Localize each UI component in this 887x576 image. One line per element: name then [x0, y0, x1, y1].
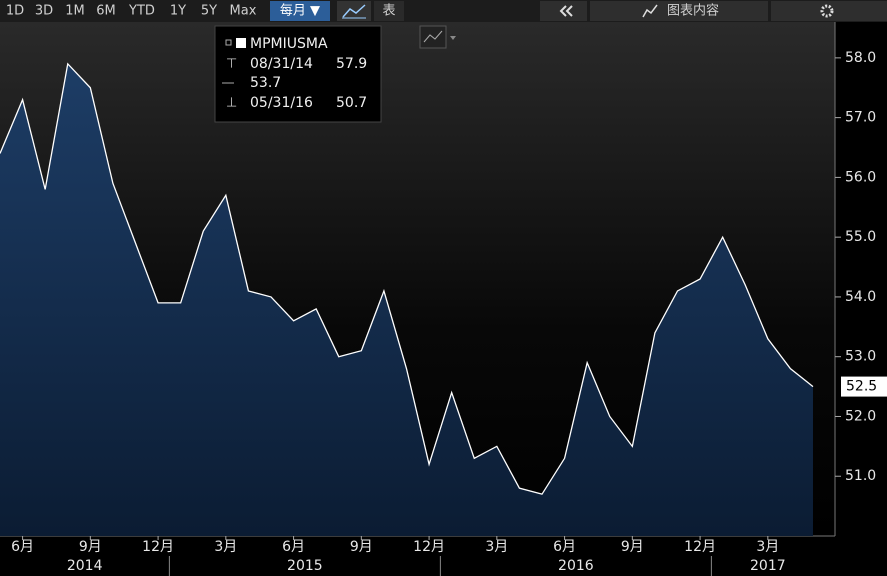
range-button[interactable]: 1D: [6, 4, 24, 19]
y-tick-label: 51.0: [845, 468, 876, 484]
legend-swatch: [236, 38, 246, 48]
dropdown-arrow: [450, 36, 456, 40]
last-value-box: [841, 376, 887, 397]
y-tick-label: 55.0: [845, 229, 876, 245]
toolbar-buttons: 1D 3D 1M 6M YTD 1Y 5Y Max: [6, 4, 257, 19]
legend-high-date: 08/31/14: [250, 56, 313, 72]
x-axis-bg: [0, 536, 887, 576]
year-label: 2016: [558, 558, 594, 574]
high-icon: ⊤: [226, 57, 237, 72]
range-button[interactable]: 1M: [65, 4, 85, 19]
y-tick-label: 54.0: [845, 289, 876, 305]
legend-low-date: 05/31/16: [250, 95, 313, 111]
x-tick-label: 12月: [684, 539, 716, 555]
y-tick-label: 53.0: [845, 349, 876, 365]
x-tick-label: 9月: [621, 539, 644, 555]
low-icon: ⊥: [226, 96, 237, 111]
x-tick-label: 12月: [413, 539, 445, 555]
area: [0, 63, 813, 536]
gear-icon: [820, 4, 834, 18]
range-button[interactable]: 5Y: [201, 4, 217, 19]
collapse-icon: [565, 5, 573, 17]
range-button[interactable]: 3D: [35, 4, 53, 19]
legend-average: 53.7: [250, 75, 281, 91]
table-button[interactable]: [374, 1, 404, 21]
x-tick-label: 9月: [350, 539, 373, 555]
y-tick-label: 57.0: [845, 110, 876, 126]
plot: 51.0 52.0 53.0 54.0 55.0 56.0 57.0 58.0 52.5 6月 9月…: [0, 50, 887, 576]
frequency-button[interactable]: [270, 1, 330, 21]
range-button[interactable]: YTD: [128, 4, 155, 19]
chart-content-label[interactable]: 图表内容: [667, 3, 719, 19]
x-tick-label: 3月: [485, 539, 508, 555]
x-tick-label: 3月: [756, 539, 779, 555]
legend-high-value: 57.9: [336, 56, 367, 72]
frequency-label[interactable]: 每月 ▼: [280, 3, 320, 19]
year-label: 2017: [750, 558, 786, 574]
x-tick-label: 6月: [553, 539, 576, 555]
range-button[interactable]: Max: [230, 4, 257, 19]
year-label: 2014: [67, 558, 103, 574]
collapse-icon: [559, 5, 567, 17]
last-value-label: 52.5: [846, 379, 877, 395]
y-tick-label: 58.0: [845, 50, 876, 66]
legend-low-value: 50.7: [336, 95, 367, 111]
content-icon: [642, 4, 658, 18]
x-tick-label: 6月: [282, 539, 305, 555]
y-tick-label: 56.0: [845, 169, 876, 185]
line: [0, 62, 814, 495]
range-button[interactable]: 6M: [96, 4, 116, 19]
x-tick-label: 3月: [214, 539, 237, 555]
chart-content-button[interactable]: [590, 1, 768, 21]
chart-icon: [342, 4, 366, 18]
table-label[interactable]: 表: [382, 4, 395, 19]
legend-name: MPMIUSMA: [250, 36, 328, 52]
x-tick-label: 12月: [142, 539, 174, 555]
year-label: 2015: [287, 558, 323, 574]
range-button[interactable]: 1Y: [170, 4, 186, 19]
y-tick-label: 52.0: [845, 408, 876, 424]
settings-button[interactable]: [771, 1, 887, 21]
collapse-button[interactable]: [540, 1, 587, 21]
x-tick-label: 9月: [79, 539, 102, 555]
axis-bg: [835, 22, 887, 536]
legend-icon: [225, 39, 232, 46]
x-tick-label: 6月: [11, 539, 34, 555]
series-type-icon: [423, 30, 443, 43]
